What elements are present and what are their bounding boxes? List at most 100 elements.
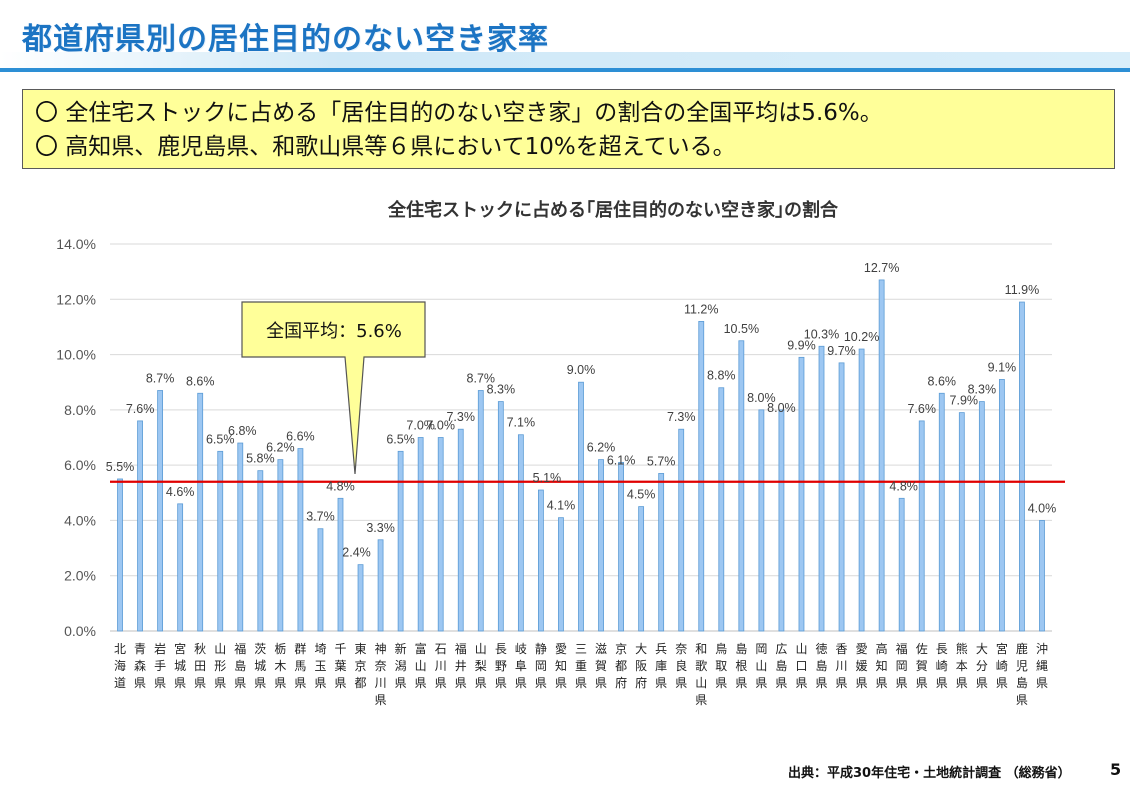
bar — [257, 470, 264, 632]
category-label: 北 — [114, 642, 126, 656]
bar — [197, 392, 204, 632]
category-label: 県 — [515, 676, 527, 690]
data-label: 11.9% — [1005, 283, 1040, 297]
header-band — [0, 52, 1130, 68]
category-label: 川 — [435, 659, 447, 673]
category-label: 県 — [274, 676, 286, 690]
category-label: 根 — [735, 659, 747, 673]
category-label: 群 — [294, 642, 306, 656]
data-label: 4.1% — [547, 499, 576, 513]
data-label: 5.1% — [533, 471, 562, 485]
chart-title: 全住宅ストックに占める｢居住目的のない空き家｣の割合 — [387, 199, 839, 221]
data-label: 8.0% — [747, 391, 776, 405]
category-label: 岩 — [154, 641, 166, 656]
category-label: 青 — [134, 642, 146, 656]
category-label: 県 — [395, 676, 407, 690]
bar — [858, 348, 865, 632]
category-label: 栃 — [274, 642, 286, 656]
bar — [1039, 520, 1045, 632]
data-label: 4.0% — [1028, 501, 1057, 515]
category-label: 熊 — [956, 641, 968, 656]
bar — [738, 340, 745, 632]
category-label: 手 — [154, 659, 166, 673]
summary-line-1: 〇 全住宅ストックに占める「居住目的のない空き家」の割合の全国平均は5.6%。 — [35, 100, 883, 126]
bar — [698, 320, 705, 632]
data-label: 9.7% — [827, 344, 856, 358]
category-label: 県 — [234, 676, 246, 690]
data-label: 8.7% — [467, 372, 496, 386]
category-label: 県 — [214, 676, 226, 690]
bar — [317, 528, 324, 632]
category-label: 取 — [715, 659, 727, 673]
category-label: 県 — [294, 676, 306, 690]
data-label: 4.5% — [627, 488, 656, 502]
category-label: 県 — [254, 676, 266, 690]
category-label: 県 — [755, 676, 767, 690]
category-label: 奈 — [375, 659, 387, 673]
bar — [437, 437, 444, 632]
category-label: 県 — [334, 676, 346, 690]
category-label: 知 — [876, 659, 888, 673]
bar — [397, 450, 404, 632]
category-label: 秋 — [194, 642, 206, 656]
data-label: 9.1% — [988, 360, 1017, 374]
data-label: 8.3% — [487, 383, 516, 397]
category-label: 埼 — [314, 642, 326, 656]
bar — [678, 428, 685, 632]
data-label: 8.3% — [968, 383, 997, 397]
category-label: 岐 — [515, 642, 527, 656]
source-citation: 出典：平成30年住宅・土地統計調査 （総務省） — [788, 766, 1071, 781]
data-label: 7.0% — [426, 419, 455, 433]
category-label: 鳥 — [715, 641, 727, 656]
category-label: 県 — [735, 676, 747, 690]
category-label: 県 — [595, 676, 607, 690]
category-label: 山 — [795, 642, 807, 656]
category-label: 庫 — [655, 659, 667, 673]
category-label: 岡 — [755, 642, 767, 656]
category-label: 城 — [174, 659, 186, 673]
category-label: 香 — [836, 642, 848, 656]
bar — [918, 420, 925, 632]
bar — [477, 390, 484, 632]
category-label: 県 — [174, 676, 186, 690]
category-label: 沖 — [1036, 642, 1048, 656]
category-label: 海 — [114, 658, 126, 673]
category-label: 島 — [735, 641, 747, 656]
category-label: 県 — [375, 693, 387, 707]
category-label: 滋 — [595, 642, 607, 656]
category-label: 和 — [695, 642, 707, 656]
category-label: 知 — [555, 659, 567, 673]
data-label: 5.8% — [246, 452, 275, 466]
category-label: 道 — [114, 676, 126, 690]
y-tick-label: 12.0% — [56, 291, 96, 307]
data-label: 4.6% — [166, 485, 195, 499]
category-label: 崎 — [996, 659, 1008, 673]
category-label: 東 — [355, 642, 367, 656]
category-label: 京 — [615, 642, 627, 656]
bar — [838, 362, 845, 632]
data-label: 10.2% — [844, 330, 879, 344]
category-label: 歌 — [695, 658, 707, 673]
category-label: 県 — [936, 676, 948, 690]
y-tick-label: 10.0% — [56, 347, 96, 363]
category-label: 川 — [375, 676, 387, 690]
bar — [978, 401, 985, 632]
category-label: 阪 — [635, 659, 647, 673]
category-label: 崎 — [936, 659, 948, 673]
category-label: 川 — [836, 659, 848, 673]
category-label: 三 — [575, 642, 587, 656]
data-label: 8.8% — [707, 369, 736, 383]
category-label: 新 — [395, 641, 407, 656]
category-label: 大 — [635, 642, 647, 656]
bar — [778, 409, 785, 632]
bar — [357, 564, 364, 632]
data-label: 10.5% — [724, 322, 759, 336]
average-callout-text: 全国平均：5.6% — [266, 321, 402, 342]
category-label: 県 — [555, 676, 567, 690]
y-tick-label: 2.0% — [64, 568, 96, 584]
category-label: 県 — [816, 676, 828, 690]
category-label: 玉 — [314, 659, 326, 673]
category-label: 本 — [956, 659, 968, 673]
category-label: 福 — [234, 641, 246, 656]
